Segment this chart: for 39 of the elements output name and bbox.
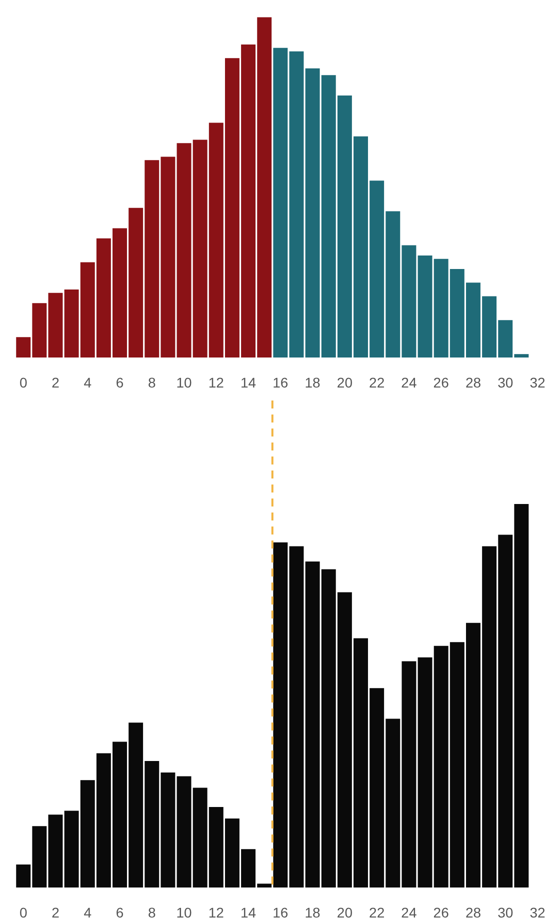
x-tick-label: 14	[240, 374, 256, 390]
x-tick-label: 28	[465, 904, 482, 920]
x-tick-label: 28	[465, 374, 482, 390]
x-tick-label: 26	[433, 374, 450, 390]
x-tick-label: 10	[176, 374, 192, 390]
x-tick-label: 8	[148, 374, 156, 390]
x-tick-label: 6	[116, 374, 124, 390]
x-tick-label: 16	[272, 374, 288, 390]
x-tick-label: 14	[240, 904, 256, 920]
bar	[273, 48, 288, 358]
x-tick-label: 22	[369, 904, 385, 920]
x-tick-label: 2	[52, 374, 60, 390]
x-tick-label: 24	[401, 374, 417, 390]
x-tick-label: 30	[498, 904, 514, 920]
x-tick-label: 30	[498, 374, 514, 390]
x-tick-label: 26	[433, 904, 450, 920]
x-tick-label: 22	[369, 374, 385, 390]
x-tick-label: 10	[176, 904, 192, 920]
x-tick-label: 32	[530, 904, 546, 920]
x-tick-label: 6	[116, 904, 124, 920]
x-tick-label: 12	[208, 904, 224, 920]
x-tick-label: 12	[208, 374, 224, 390]
x-tick-label: 0	[19, 904, 28, 920]
bar	[289, 51, 304, 358]
bar	[48, 292, 63, 358]
x-tick-label: 18	[304, 374, 321, 390]
bar	[48, 814, 63, 888]
x-tick-label: 4	[84, 904, 92, 920]
x-tick-label: 32	[530, 374, 546, 390]
x-tick-label: 2	[52, 904, 60, 920]
x-tick-label: 8	[148, 904, 156, 920]
x-tick-label: 18	[304, 904, 321, 920]
x-tick-label: 20	[336, 374, 353, 390]
x-tick-label: 16	[272, 904, 288, 920]
x-tick-label: 20	[336, 904, 353, 920]
bar	[289, 546, 304, 888]
x-tick-label: 24	[401, 904, 417, 920]
x-tick-label: 0	[19, 374, 28, 390]
x-tick-label: 4	[84, 374, 92, 390]
